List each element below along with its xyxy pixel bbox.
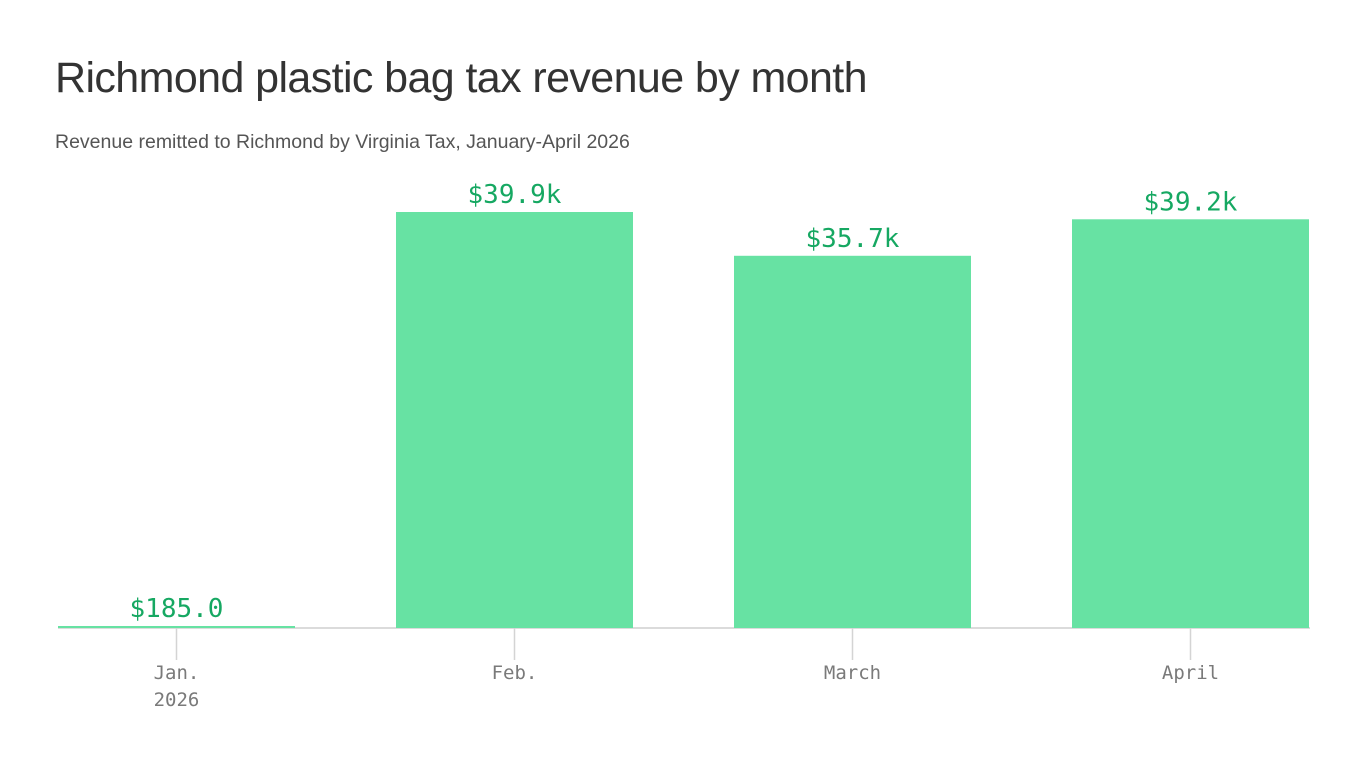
- x-tick-label-1: Feb.: [492, 662, 538, 684]
- bar-0: [58, 626, 295, 628]
- value-label-3: $39.2k: [1144, 187, 1238, 217]
- value-label-2: $35.7k: [806, 224, 900, 254]
- x-tick-label-0-line1: 2026: [154, 689, 200, 711]
- bar-1: [396, 212, 633, 628]
- x-tick-label-2: March: [824, 662, 881, 684]
- value-label-1: $39.9k: [468, 180, 562, 210]
- x-tick-label-3: April: [1162, 662, 1219, 684]
- value-label-0: $185.0: [130, 594, 224, 624]
- chart-subtitle: Revenue remitted to Richmond by Virginia…: [55, 131, 630, 153]
- bar-2: [734, 255, 971, 628]
- bar-3: [1072, 219, 1309, 628]
- chart-title: Richmond plastic bag tax revenue by mont…: [55, 54, 868, 102]
- x-tick-label-0: Jan.: [154, 662, 200, 684]
